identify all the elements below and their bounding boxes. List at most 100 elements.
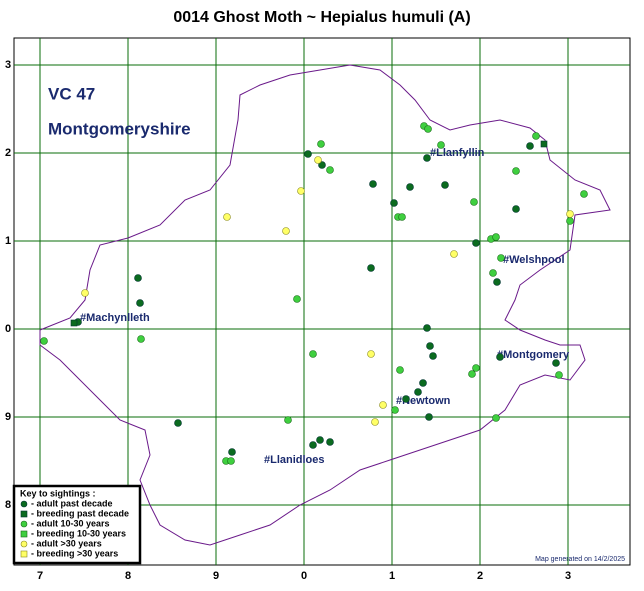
key-swatch: [20, 520, 28, 528]
sighting: [423, 154, 431, 162]
grid-label: 2: [5, 147, 11, 159]
sighting: [470, 198, 478, 206]
sighting: [391, 406, 399, 414]
grid-label: 9: [5, 411, 11, 423]
place-label: #Machynlleth: [80, 312, 150, 324]
sighting: [424, 125, 432, 133]
grid-label: 3: [5, 59, 11, 71]
grid-label: 0: [301, 570, 307, 582]
key-swatch: [20, 550, 28, 558]
place-label: #Llanfyllin: [430, 147, 485, 159]
sighting: [40, 337, 48, 345]
grid-label: 9: [213, 570, 219, 582]
sighting: [540, 140, 548, 148]
sighting: [512, 167, 520, 175]
sighting: [314, 156, 322, 164]
sightings: [40, 122, 588, 465]
sighting: [316, 436, 324, 444]
place-label: #Llanidloes: [264, 454, 325, 466]
county-boundary: [39, 64, 611, 546]
sighting: [227, 457, 235, 465]
grid-label: 7: [37, 570, 43, 582]
sighting: [429, 352, 437, 360]
sighting: [304, 150, 312, 158]
key-item: - adult past decade: [31, 498, 113, 508]
sighting: [174, 419, 182, 427]
footer-note: Map generated on 14/2/2025: [535, 556, 625, 563]
sighting: [526, 142, 534, 150]
grid-label: 2: [477, 570, 483, 582]
grid-label: 8: [5, 499, 11, 511]
sighting: [472, 364, 480, 372]
sighting: [70, 319, 78, 327]
key-heading: Key to sightings :: [20, 488, 96, 498]
sighting: [580, 190, 588, 198]
sighting: [437, 141, 445, 149]
sighting: [81, 289, 89, 297]
sighting: [282, 227, 290, 235]
key-swatch: [20, 500, 28, 508]
sighting: [309, 441, 317, 449]
key-item: - adult >30 years: [31, 538, 102, 548]
grid-label: 0: [5, 323, 11, 335]
sighting: [492, 233, 500, 241]
key-item: - breeding >30 years: [31, 548, 118, 558]
key-swatch: [20, 510, 28, 518]
sighting: [566, 210, 574, 218]
sighting: [426, 342, 434, 350]
key-swatch: [20, 540, 28, 548]
sighting: [423, 324, 431, 332]
sighting: [398, 213, 406, 221]
key-item: - adult 10-30 years: [31, 518, 110, 528]
sighting: [396, 366, 404, 374]
place-label: #Montgomery: [497, 349, 570, 361]
sighting: [284, 416, 292, 424]
sighting: [414, 388, 422, 396]
sighting: [512, 205, 520, 213]
sighting: [566, 217, 574, 225]
sighting: [402, 395, 410, 403]
grid-label: 8: [125, 570, 131, 582]
sighting: [137, 335, 145, 343]
sighting: [367, 264, 375, 272]
sighting: [496, 353, 504, 361]
sighting: [136, 299, 144, 307]
place-label: #Newtown: [396, 395, 451, 407]
sighting: [379, 401, 387, 409]
map-frame: [13, 37, 631, 566]
sighting: [497, 254, 505, 262]
sighting: [532, 132, 540, 140]
sighting: [552, 359, 560, 367]
grid-label: 3: [565, 570, 571, 582]
sighting: [134, 274, 142, 282]
region-code: VC 47: [48, 84, 95, 103]
sighting: [371, 418, 379, 426]
sighting: [493, 278, 501, 286]
sighting: [318, 161, 326, 169]
sighting: [441, 181, 449, 189]
key-box: [12, 484, 142, 565]
sighting: [223, 213, 231, 221]
sighting: [326, 166, 334, 174]
map-title: 0014 Ghost Moth ~ Hepialus humuli (A): [173, 9, 470, 26]
place-label: #Welshpool: [503, 254, 565, 266]
key-swatch: [20, 530, 28, 538]
sighting: [228, 448, 236, 456]
sighting: [555, 371, 563, 379]
key-item: - breeding 10-30 years: [31, 528, 126, 538]
sighting: [492, 414, 500, 422]
sighting: [472, 239, 480, 247]
sighting: [419, 379, 427, 387]
sighting: [317, 140, 325, 148]
sighting: [450, 250, 458, 258]
sighting: [309, 350, 317, 358]
sighting: [369, 180, 377, 188]
sighting: [367, 350, 375, 358]
sighting: [390, 199, 398, 207]
sighting: [297, 187, 305, 195]
sighting: [425, 413, 433, 421]
sighting: [468, 370, 476, 378]
key-item: - breeding past decade: [31, 508, 129, 518]
sighting: [406, 183, 414, 191]
grid-label: 1: [5, 235, 11, 247]
